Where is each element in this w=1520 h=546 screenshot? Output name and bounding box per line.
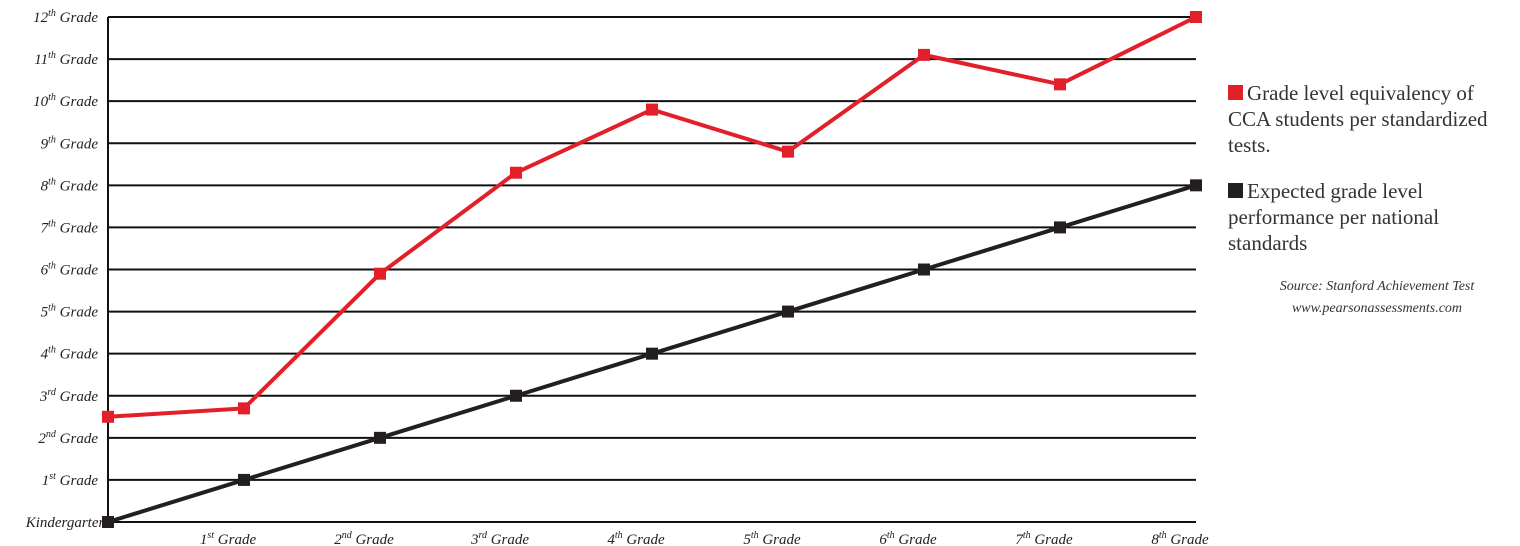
data-point: [1054, 221, 1066, 234]
y-tick-label: 9th Grade: [41, 134, 99, 152]
data-point: [238, 473, 250, 486]
data-point: [510, 166, 522, 179]
data-point: [238, 402, 250, 415]
data-point: [646, 347, 658, 360]
source-line-1: Source: Stanford Achievement Test: [1279, 279, 1475, 294]
data-point: [102, 410, 114, 423]
x-tick-label: 2nd Grade: [334, 530, 394, 546]
legend-label-expected: Expected grade level performance per nat…: [1228, 179, 1440, 255]
data-point: [918, 48, 930, 61]
data-point: [374, 267, 386, 280]
y-tick-label: 3rd Grade: [39, 387, 98, 405]
legend-swatch-red: [1228, 85, 1243, 100]
data-point: [102, 516, 114, 528]
x-axis-tick-labels: Kindergarten 1st Grade 2nd Grade 3rd Grade 4…: [25, 515, 1209, 546]
data-point: [510, 389, 522, 402]
x-tick-label: 6th Grade: [879, 530, 937, 546]
legend-label-cca: Grade level equivalency of CCA students …: [1228, 81, 1488, 157]
data-point: [646, 103, 658, 116]
data-point: [1054, 78, 1066, 91]
y-tick-label: 5th Grade: [41, 303, 99, 321]
source-note: Source: Stanford Achievement Test www.pe…: [1236, 276, 1518, 320]
series-1: [102, 11, 1202, 423]
y-tick-label: 8th Grade: [41, 176, 99, 194]
data-point: [1190, 179, 1202, 192]
data-point: [918, 263, 930, 276]
data-point: [782, 145, 794, 158]
data-series: [102, 11, 1202, 528]
x-tick-label: 3rd Grade: [470, 530, 529, 546]
x-tick-label: 7th Grade: [1015, 530, 1073, 546]
legend-item-cca: Grade level equivalency of CCA students …: [1228, 80, 1518, 158]
y-tick-label: 6th Grade: [41, 261, 99, 279]
y-axis-tick-labels: 1st Grade 2nd Grade 3rd Grade 4th Grade 5th …: [33, 8, 98, 489]
x-tick-label: 5th Grade: [743, 530, 801, 546]
series-2: [102, 179, 1202, 528]
legend-item-expected: Expected grade level performance per nat…: [1228, 178, 1518, 256]
gridlines: [107, 16, 1196, 523]
x-tick-label: 1st Grade: [200, 530, 257, 546]
data-point: [782, 305, 794, 318]
y-tick-label: 10th Grade: [33, 92, 98, 110]
y-tick-label: 12th Grade: [33, 8, 98, 26]
data-point: [1190, 11, 1202, 23]
y-tick-label: 4th Grade: [41, 345, 99, 363]
y-tick-label: 11th Grade: [34, 50, 98, 68]
x-tick-label: 8th Grade: [1151, 530, 1209, 546]
y-tick-label: 7th Grade: [41, 218, 99, 236]
x-tick-label: Kindergarten: [25, 515, 106, 531]
legend: Grade level equivalency of CCA students …: [1228, 80, 1518, 320]
data-point: [374, 431, 386, 444]
x-tick-label: 4th Grade: [607, 530, 665, 546]
y-tick-label: 1st Grade: [42, 471, 99, 489]
source-line-2: www.pearsonassessments.com: [1291, 301, 1463, 316]
legend-swatch-black: [1228, 183, 1243, 198]
y-tick-label: 2nd Grade: [38, 429, 98, 447]
